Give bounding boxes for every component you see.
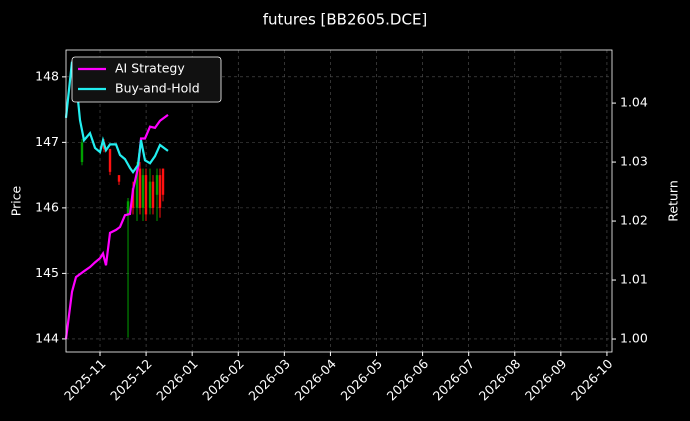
- candle-body: [161, 168, 165, 195]
- candle-body: [138, 168, 142, 208]
- y2-tick-label: 1.01: [620, 272, 648, 287]
- legend: AI Strategy Buy-and-Hold: [71, 56, 222, 103]
- y-tick-label: 146: [35, 199, 59, 214]
- candle-body: [108, 148, 112, 172]
- candle-body: [135, 168, 139, 208]
- legend-label: AI Strategy: [115, 61, 185, 76]
- y-tick-label: 145: [35, 265, 59, 280]
- candle-body: [141, 175, 145, 208]
- y2-tick-label: 1.04: [620, 95, 648, 110]
- y2-tick-label: 1.00: [620, 331, 648, 346]
- candle-body: [126, 201, 130, 215]
- y-tick-label: 147: [35, 134, 59, 149]
- chart-title: futures [BB2605.DCE]: [263, 11, 428, 29]
- y-tick-label: 144: [35, 330, 59, 345]
- y2-tick-label: 1.03: [620, 154, 648, 169]
- line-series: [64, 61, 169, 174]
- candle-body: [148, 181, 152, 208]
- candle-body: [155, 175, 159, 195]
- plot-frame: [65, 49, 613, 353]
- line-series: [64, 113, 169, 340]
- y-axis-label: Price: [9, 185, 24, 216]
- candle-body: [151, 181, 155, 208]
- y-tick-label: 148: [35, 68, 59, 83]
- candle-body: [144, 175, 148, 215]
- legend-box: [71, 56, 222, 103]
- y2-axis-label: Return: [666, 180, 681, 221]
- candle-body: [117, 175, 121, 182]
- legend-label: Buy-and-Hold: [115, 81, 200, 96]
- y2-tick-label: 1.02: [620, 213, 648, 228]
- candle-body: [80, 142, 84, 163]
- candle-body: [158, 175, 162, 208]
